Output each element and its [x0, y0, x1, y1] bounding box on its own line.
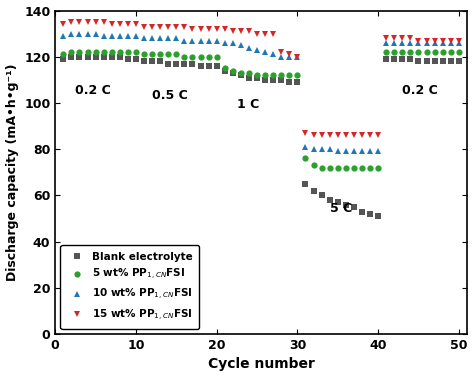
X-axis label: Cycle number: Cycle number [208, 357, 314, 371]
Legend: Blank electrolyte, 5 wt% PP$_{1,CN}$FSI, 10 wt% PP$_{1,CN}$FSI, 15 wt% PP$_{1,CN: Blank electrolyte, 5 wt% PP$_{1,CN}$FSI,… [60, 245, 199, 329]
Text: 0.2 C: 0.2 C [402, 84, 438, 98]
Text: 0.2 C: 0.2 C [75, 84, 111, 98]
Text: 5 C: 5 C [330, 202, 352, 215]
Text: 1 C: 1 C [237, 98, 259, 111]
Text: 0.5 C: 0.5 C [152, 89, 188, 102]
Y-axis label: Discharge capacity (mA•h•g⁻¹): Discharge capacity (mA•h•g⁻¹) [6, 64, 18, 281]
